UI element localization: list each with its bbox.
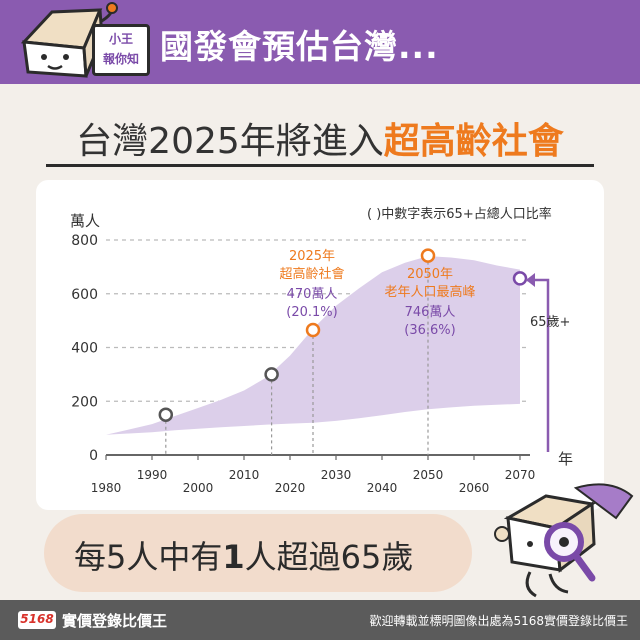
aged-population-band [106,256,520,435]
annotation-2025-ratio: (20.1%) [286,305,337,320]
marker-point [158,407,174,422]
x-tick-label: 1980 [91,481,122,495]
annotation-2025-value: 470萬人 [287,287,338,302]
tofu-mascot-magnifier [494,483,634,598]
subtitle-prefix: 台灣2025年將進入 [76,121,384,162]
marker-points [158,248,528,422]
badge-line-2: 報你知 [102,52,139,66]
y-axis-label: 萬人 [70,212,100,230]
series-label: 65歲+ [530,315,570,330]
footer-credit: 歡迎轉載並標明圖像出處為5168實價登錄比價王 [369,614,628,628]
x-tick-label: 2070 [505,468,536,482]
x-axis-ticks: 1990 2010 2030 2050 2070 1980 2000 2020 2040 2060 [91,455,536,495]
brand-name: 實價登錄比價王 [62,612,168,630]
x-tick-label: 2000 [183,481,214,495]
callout-number: 1 [222,538,245,576]
y-tick-label: 600 [71,287,98,303]
x-tick-label: 2020 [275,481,306,495]
annotation-2025: 2025年 超高齡社會 470萬人 (20.1%) [279,249,344,320]
x-tick-label: 2010 [229,468,260,482]
annotation-2050-year: 2050年 [407,267,453,282]
callout-pre: 每5人中有 [74,538,223,576]
series-arrow [526,273,550,452]
y-tick-label: 200 [71,394,98,410]
annotation-2025-title: 超高齡社會 [279,266,344,282]
marker-point [264,367,279,382]
y-tick-label: 0 [89,448,98,464]
y-tick-label: 800 [71,233,98,249]
badge-line-1: 小王 [108,32,133,46]
marker-point [420,248,436,263]
marker-leader-lines [165,261,429,455]
y-axis-ticks: 0 200 400 600 800 [71,233,98,464]
annotation-2025-year: 2025年 [289,249,335,264]
marker-point [512,271,528,286]
annotation-2050: 2050年 老年人口最高峰 746萬人 (36.6%) [384,267,475,338]
x-tick-label: 2040 [367,481,398,495]
x-tick-label: 2050 [413,468,444,482]
annotation-2050-ratio: (36.6%) [404,323,455,338]
footer-bar [0,600,640,640]
y-tick-label: 400 [71,341,98,357]
subtitle-underline [46,164,594,167]
brand-logo-number: 5168 [20,612,54,626]
marker-point [305,322,321,338]
callout-pill [44,514,472,592]
callout-text: 每5人中有1人超過65歲 [74,532,413,578]
annotation-2050-value: 746萬人 [405,305,456,320]
subtitle: 台灣2025年將進入超高齡社會 [0,112,640,164]
x-axis-label: 年 [558,450,573,468]
callout-post: 人超過65歲 [244,538,414,576]
x-tick-label: 2030 [321,468,352,482]
x-tick-label: 1990 [137,468,168,482]
annotation-2050-title: 老年人口最高峰 [384,284,475,300]
badge-xiaowang: 小王 報你知 [92,24,150,76]
subtitle-highlight: 超高齡社會 [383,121,564,162]
x-tick-label: 2060 [459,481,490,495]
header-title: 國發會預估台灣... [160,27,439,66]
chart-note: ( )中數字表示65+占總人口比率 [367,207,552,222]
brand-logo [18,611,56,629]
